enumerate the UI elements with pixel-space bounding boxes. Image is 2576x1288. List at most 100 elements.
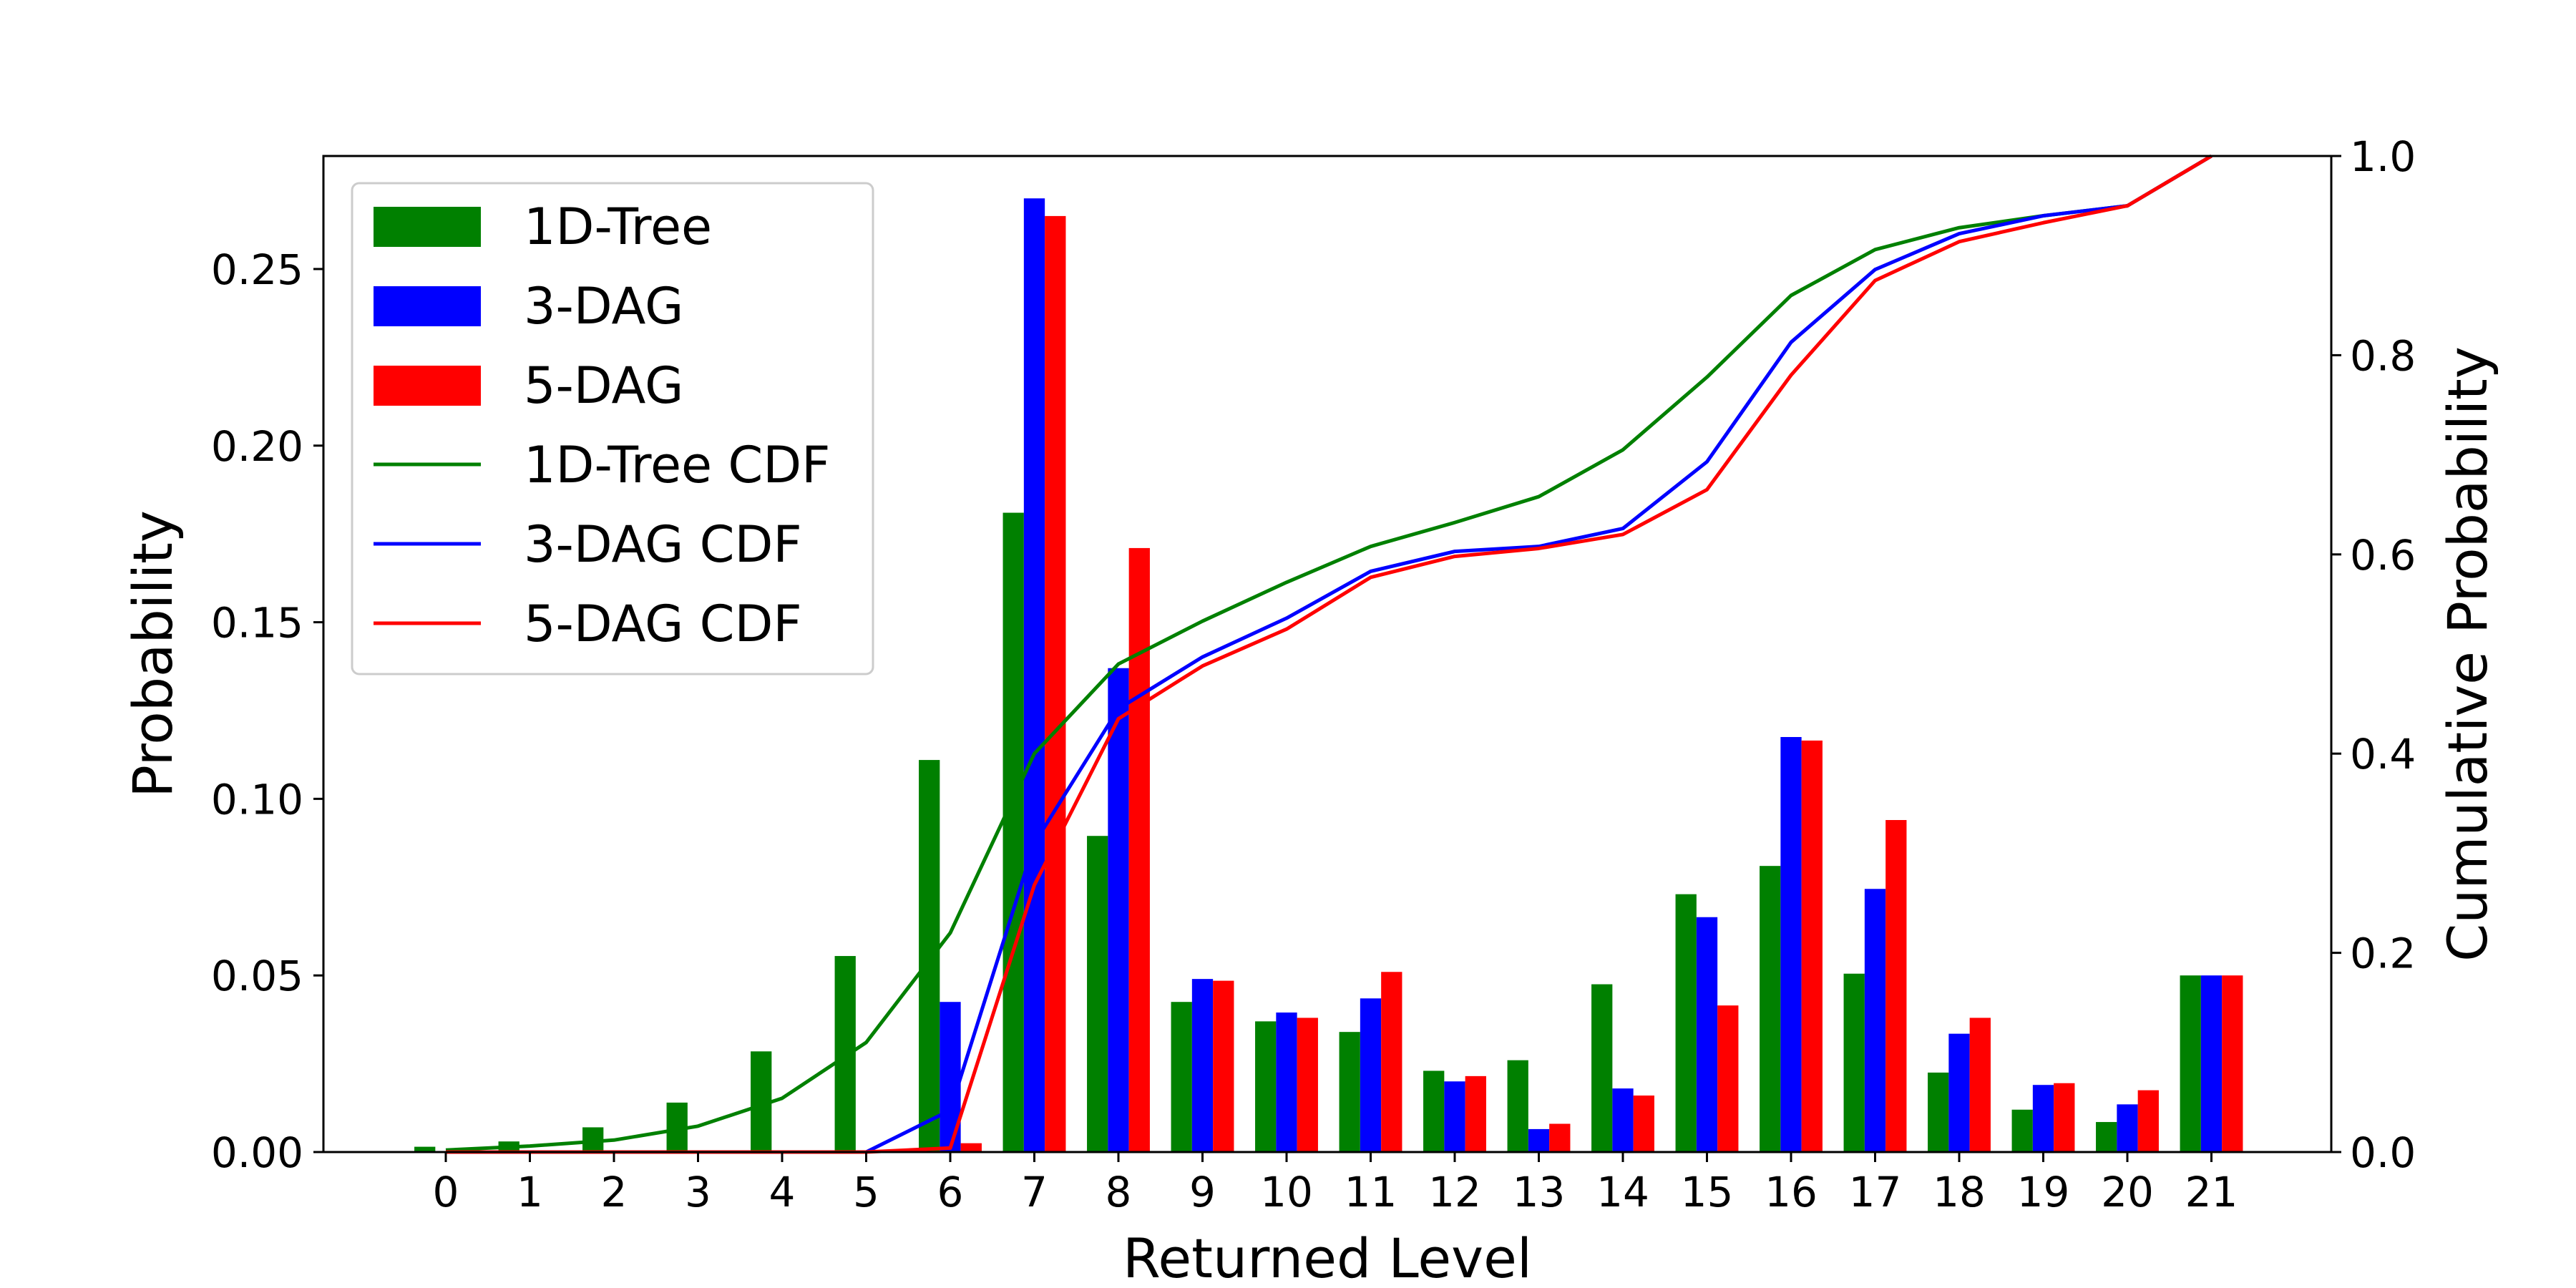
- x-tick-label: 13: [1513, 1168, 1566, 1216]
- ticks-layer: 0 1 2 3 4 5 6 7 8 9 10 11 12 13 14 15 16 17 18 19 20 210.000.…: [211, 132, 2416, 1216]
- x-tick-label: 19: [2017, 1168, 2070, 1216]
- x-tick-label: 18: [1933, 1168, 1986, 1216]
- x-tick-label: 5: [853, 1168, 879, 1216]
- legend-label-5-dag: 5-DAG: [524, 356, 683, 415]
- legend-label-5-dag-cdf: 5-DAG CDF: [524, 595, 802, 653]
- bar-5-dag-21: [2222, 975, 2243, 1152]
- bar-3-dag-12: [1444, 1081, 1465, 1152]
- legend-box: [351, 182, 874, 675]
- x-tick-label: 14: [1596, 1168, 1649, 1216]
- y-tick-label: 0.20: [211, 422, 303, 471]
- bar-1d-tree-7: [1002, 512, 1024, 1152]
- bar-5-dag-7: [1045, 215, 1066, 1152]
- bars-layer: [414, 198, 2243, 1153]
- legend-label-3-dag-cdf: 3-DAG CDF: [524, 515, 802, 574]
- bar-3-dag-15: [1696, 917, 1718, 1152]
- x-tick-label: 6: [937, 1168, 964, 1216]
- bar-5-dag-6: [960, 1143, 982, 1152]
- x-tick-label: 17: [1849, 1168, 1902, 1216]
- bar-1d-tree-18: [1928, 1072, 1949, 1152]
- bar-1d-tree-21: [2180, 975, 2201, 1152]
- y-tick-label: 0.05: [211, 952, 303, 1000]
- bar-1d-tree-15: [1675, 894, 1697, 1152]
- bar-1d-tree-9: [1171, 1002, 1192, 1152]
- x-tick-label: 12: [1428, 1168, 1481, 1216]
- y-tick-label: 0.25: [211, 245, 303, 294]
- x-tick-label: 7: [1021, 1168, 1048, 1216]
- bar-1d-tree-11: [1339, 1032, 1360, 1152]
- bar-3-dag-7: [1023, 198, 1045, 1153]
- bar-5-dag-16: [1801, 740, 1823, 1152]
- y2-tick-label: 1.0: [2350, 132, 2416, 181]
- x-tick-label: 20: [2101, 1168, 2154, 1216]
- x-tick-label: 2: [601, 1168, 628, 1216]
- y-tick-label: 0.00: [211, 1128, 303, 1177]
- legend: 1D-Tree 3-DAG 5-DAG 1D-Tree CDF 3-DAG CD…: [351, 182, 874, 675]
- bar-1d-tree-14: [1591, 984, 1613, 1152]
- x-tick-label: 3: [685, 1168, 711, 1216]
- bar-3-dag-11: [1360, 998, 1382, 1152]
- bar-1d-tree-13: [1507, 1060, 1528, 1152]
- bar-3-dag-20: [2117, 1104, 2138, 1152]
- y-axis-title: Probability: [121, 510, 185, 798]
- bar-3-dag-9: [1191, 979, 1214, 1152]
- x-tick-label: 16: [1765, 1168, 1818, 1216]
- bar-5-dag-13: [1549, 1123, 1571, 1152]
- bar-5-dag-10: [1297, 1018, 1318, 1152]
- bar-5-dag-20: [2137, 1090, 2159, 1152]
- bar-1d-tree-20: [2096, 1122, 2117, 1152]
- y-tick-label: 0.15: [211, 599, 303, 648]
- bar-5-dag-8: [1128, 547, 1150, 1152]
- y2-tick-label: 0.0: [2350, 1128, 2416, 1177]
- bar-5-dag-11: [1381, 972, 1402, 1152]
- bar-3-dag-19: [2032, 1085, 2054, 1152]
- x-tick-label: 15: [1681, 1168, 1734, 1216]
- x-tick-label: 4: [769, 1168, 796, 1216]
- bar-3-dag-18: [1948, 1033, 1970, 1152]
- bar-5-dag-12: [1465, 1075, 1486, 1152]
- bar-1d-tree-17: [1843, 973, 1865, 1152]
- legend-swatch-3-dag: [374, 286, 481, 326]
- bar-1d-tree-19: [2011, 1109, 2033, 1152]
- bar-3-dag-8: [1108, 668, 1129, 1152]
- x-tick-label: 10: [1260, 1168, 1313, 1216]
- legend-label-1d-tree: 1D-Tree: [524, 197, 712, 256]
- x-tick-label: 0: [433, 1168, 459, 1216]
- line-1d-tree-cdf: [445, 154, 2212, 1152]
- bar-5-dag-18: [1969, 1018, 1991, 1152]
- y2-tick-label: 0.6: [2350, 531, 2416, 580]
- bar-5-dag-9: [1213, 980, 1234, 1152]
- bar-1d-tree-8: [1087, 836, 1108, 1152]
- y-tick-label: 0.10: [211, 775, 303, 824]
- bar-5-dag-17: [1885, 820, 1907, 1152]
- legend-swatch-1d-tree: [374, 207, 481, 247]
- bar-1d-tree-5: [834, 956, 856, 1152]
- bar-3-dag-13: [1528, 1128, 1550, 1152]
- x-tick-label: 1: [517, 1168, 543, 1216]
- y2-tick-label: 0.2: [2350, 930, 2416, 978]
- x-axis-title: Returned Level: [1123, 1226, 1532, 1288]
- bar-1d-tree-12: [1423, 1070, 1445, 1152]
- legend-label-3-dag: 3-DAG: [524, 277, 683, 336]
- bar-1d-tree-16: [1760, 866, 1781, 1152]
- bar-3-dag-21: [2200, 975, 2223, 1152]
- bar-3-dag-10: [1276, 1013, 1297, 1152]
- plot-frame: [322, 155, 2333, 1153]
- x-tick-label: 9: [1189, 1168, 1216, 1216]
- bar-5-dag-14: [1633, 1096, 1654, 1152]
- bar-1d-tree-6: [919, 760, 940, 1152]
- bar-5-dag-15: [1717, 1005, 1739, 1152]
- y2-axis-title: Cumulative Probability: [2436, 346, 2499, 962]
- x-tick-label: 21: [2185, 1168, 2238, 1216]
- legend-label-1d-tree-cdf: 1D-Tree CDF: [524, 436, 830, 494]
- bar-3-dag-14: [1612, 1088, 1634, 1152]
- x-tick-label: 8: [1106, 1168, 1132, 1216]
- y2-tick-label: 0.8: [2350, 331, 2416, 380]
- bar-5-dag-19: [2054, 1083, 2075, 1152]
- legend-swatch-5-dag: [374, 366, 481, 406]
- bar-1d-tree-0: [414, 1146, 436, 1152]
- bar-3-dag-16: [1780, 737, 1802, 1152]
- bar-3-dag-17: [1864, 889, 1886, 1152]
- x-tick-label: 11: [1345, 1168, 1397, 1216]
